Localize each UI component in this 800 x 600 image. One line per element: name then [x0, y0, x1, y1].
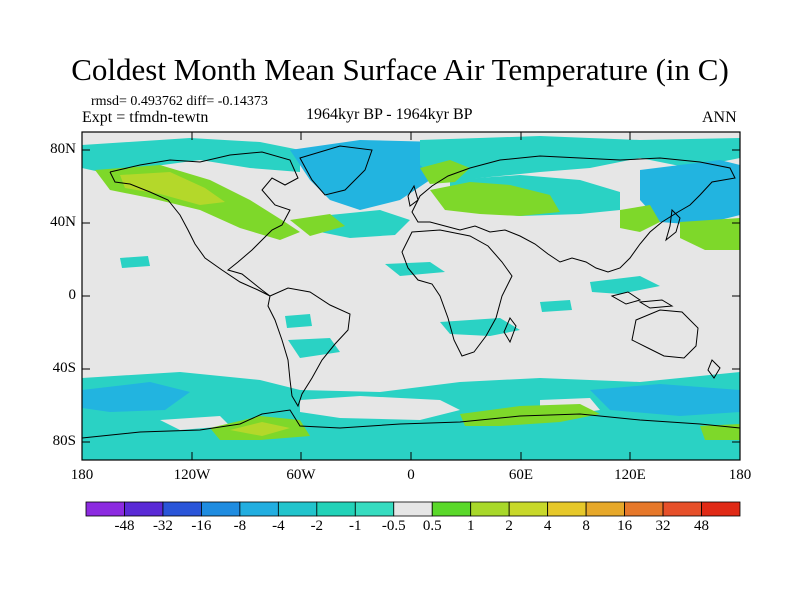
- anomaly-eurasia-green: [430, 182, 560, 216]
- colorbar-label: 4: [543, 518, 552, 534]
- colorbar-swatch: [547, 501, 587, 517]
- coast-south-america: [267, 287, 351, 408]
- colorbar-label: 48: [694, 518, 710, 534]
- colorbar-label: 16: [617, 518, 633, 534]
- coastlines: [82, 145, 740, 439]
- colorbar-swatch: [277, 501, 318, 517]
- anomaly-southern-gray-gap1: [300, 396, 460, 420]
- colorbar-label: 8: [582, 518, 590, 534]
- colorbar-label: -4: [272, 518, 285, 534]
- anomaly-antarctic-green3: [700, 424, 740, 440]
- anomaly-north-europe-green: [420, 160, 470, 184]
- colorbar-swatch: [624, 501, 664, 517]
- anomaly-pacific-green: [680, 218, 740, 250]
- colorbar-label: -8: [233, 518, 247, 534]
- colorbar-label: 2: [505, 518, 513, 534]
- colorbar-label: 0.5: [422, 518, 442, 534]
- colorbar-swatch: [470, 501, 510, 517]
- lat-label-40n: 40N: [50, 214, 76, 230]
- anomaly-trop-indian-cyan: [590, 276, 660, 294]
- colorbar-swatch: [239, 501, 279, 517]
- colorbar-swatch: [508, 501, 549, 517]
- axis-ticks: [82, 132, 740, 460]
- colorbar: [85, 501, 741, 517]
- lon-label-60e: 60E: [508, 467, 534, 483]
- anomaly-trop-atlantic-cyan: [385, 262, 445, 276]
- coast-japan: [665, 208, 681, 242]
- stats-text: rmsd= 0.493762 diff= -0.14373: [91, 94, 268, 109]
- anomaly-atlantic-green: [290, 214, 345, 236]
- coast-indonesia: [610, 291, 674, 309]
- lon-label-120w: 120W: [173, 467, 211, 483]
- anomaly-trop-pacific-cyan: [120, 256, 150, 268]
- anomaly-trop-samerica-cyan: [285, 314, 312, 328]
- anomaly-indian-small-cyan: [540, 300, 572, 312]
- colorbar-label: 32: [655, 518, 671, 534]
- anomaly-trop-samerica2-cyan: [288, 338, 340, 358]
- anomaly-atlantic-cyan: [320, 210, 410, 238]
- colorbar-label: -32: [152, 518, 173, 534]
- colorbar-label: -0.5: [381, 518, 406, 534]
- anomaly-china-green: [620, 205, 660, 232]
- colorbar-label: -48: [114, 518, 135, 534]
- lat-label-40s: 40S: [52, 360, 76, 376]
- colorbar-swatch: [162, 501, 202, 517]
- map-title: Coldest Month Mean Surface Air Temperatu…: [71, 52, 729, 87]
- colorbar-swatch: [354, 501, 395, 517]
- coast-australia: [631, 309, 699, 359]
- anomaly-namerica-yellow: [120, 172, 225, 205]
- colorbar-swatch: [701, 501, 741, 517]
- colorbar-swatch: [201, 501, 241, 517]
- colorbar-swatch: [585, 501, 625, 517]
- lon-label-120e: 120E: [614, 467, 646, 483]
- coast-north-america: [109, 151, 299, 297]
- anomaly-southern-blue: [82, 382, 190, 412]
- coast-greenland: [299, 145, 373, 196]
- colorbar-swatch: [393, 501, 433, 517]
- coast-antarctica: [82, 409, 740, 439]
- lon-label-180w: 180: [70, 467, 94, 483]
- anomaly-pacific-ne-blue: [640, 160, 740, 225]
- period-label: 1964kyr BP - 1964kyr BP: [306, 106, 473, 123]
- coast-europe-asia: [411, 155, 736, 273]
- anomaly-fields: [82, 136, 740, 460]
- colorbar-label: -16: [191, 518, 212, 534]
- lon-label-0: 0: [407, 467, 415, 483]
- lat-label-80n: 80N: [50, 141, 76, 157]
- anomaly-antarctic-yellow: [230, 422, 290, 436]
- colorbar-label: -1: [349, 518, 362, 534]
- experiment-label: Expt = tfmdn-tewtn: [82, 109, 209, 126]
- coast-madagascar: [503, 317, 517, 344]
- colorbar-label: 1: [466, 518, 475, 534]
- season-label: ANN: [702, 109, 737, 126]
- coast-africa: [401, 229, 513, 357]
- colorbar-swatch: [316, 501, 356, 517]
- anomaly-arctic-east-cyan: [420, 136, 740, 182]
- lat-label-0: 0: [68, 287, 77, 303]
- lon-label-180e: 180: [728, 467, 752, 483]
- coast-uk: [407, 184, 419, 207]
- anomaly-arctic-cyan: [82, 138, 300, 172]
- colorbar-label: -2: [310, 518, 324, 534]
- anomaly-greenland-blue: [290, 140, 460, 210]
- coast-newzealand: [707, 359, 721, 379]
- anomaly-antarctic-green2: [460, 404, 600, 426]
- colorbar-swatch: [431, 501, 472, 517]
- lat-label-80s: 80S: [52, 433, 76, 449]
- colorbar-swatch: [662, 501, 702, 517]
- lon-label-60w: 60W: [286, 467, 316, 483]
- anomaly-southern-gray-gap3: [160, 416, 230, 430]
- anomaly-southern-blue2: [590, 384, 740, 416]
- anomaly-trop-africa-cyan: [440, 318, 520, 336]
- colorbar-swatch: [85, 501, 125, 517]
- colorbar-swatch: [124, 501, 164, 517]
